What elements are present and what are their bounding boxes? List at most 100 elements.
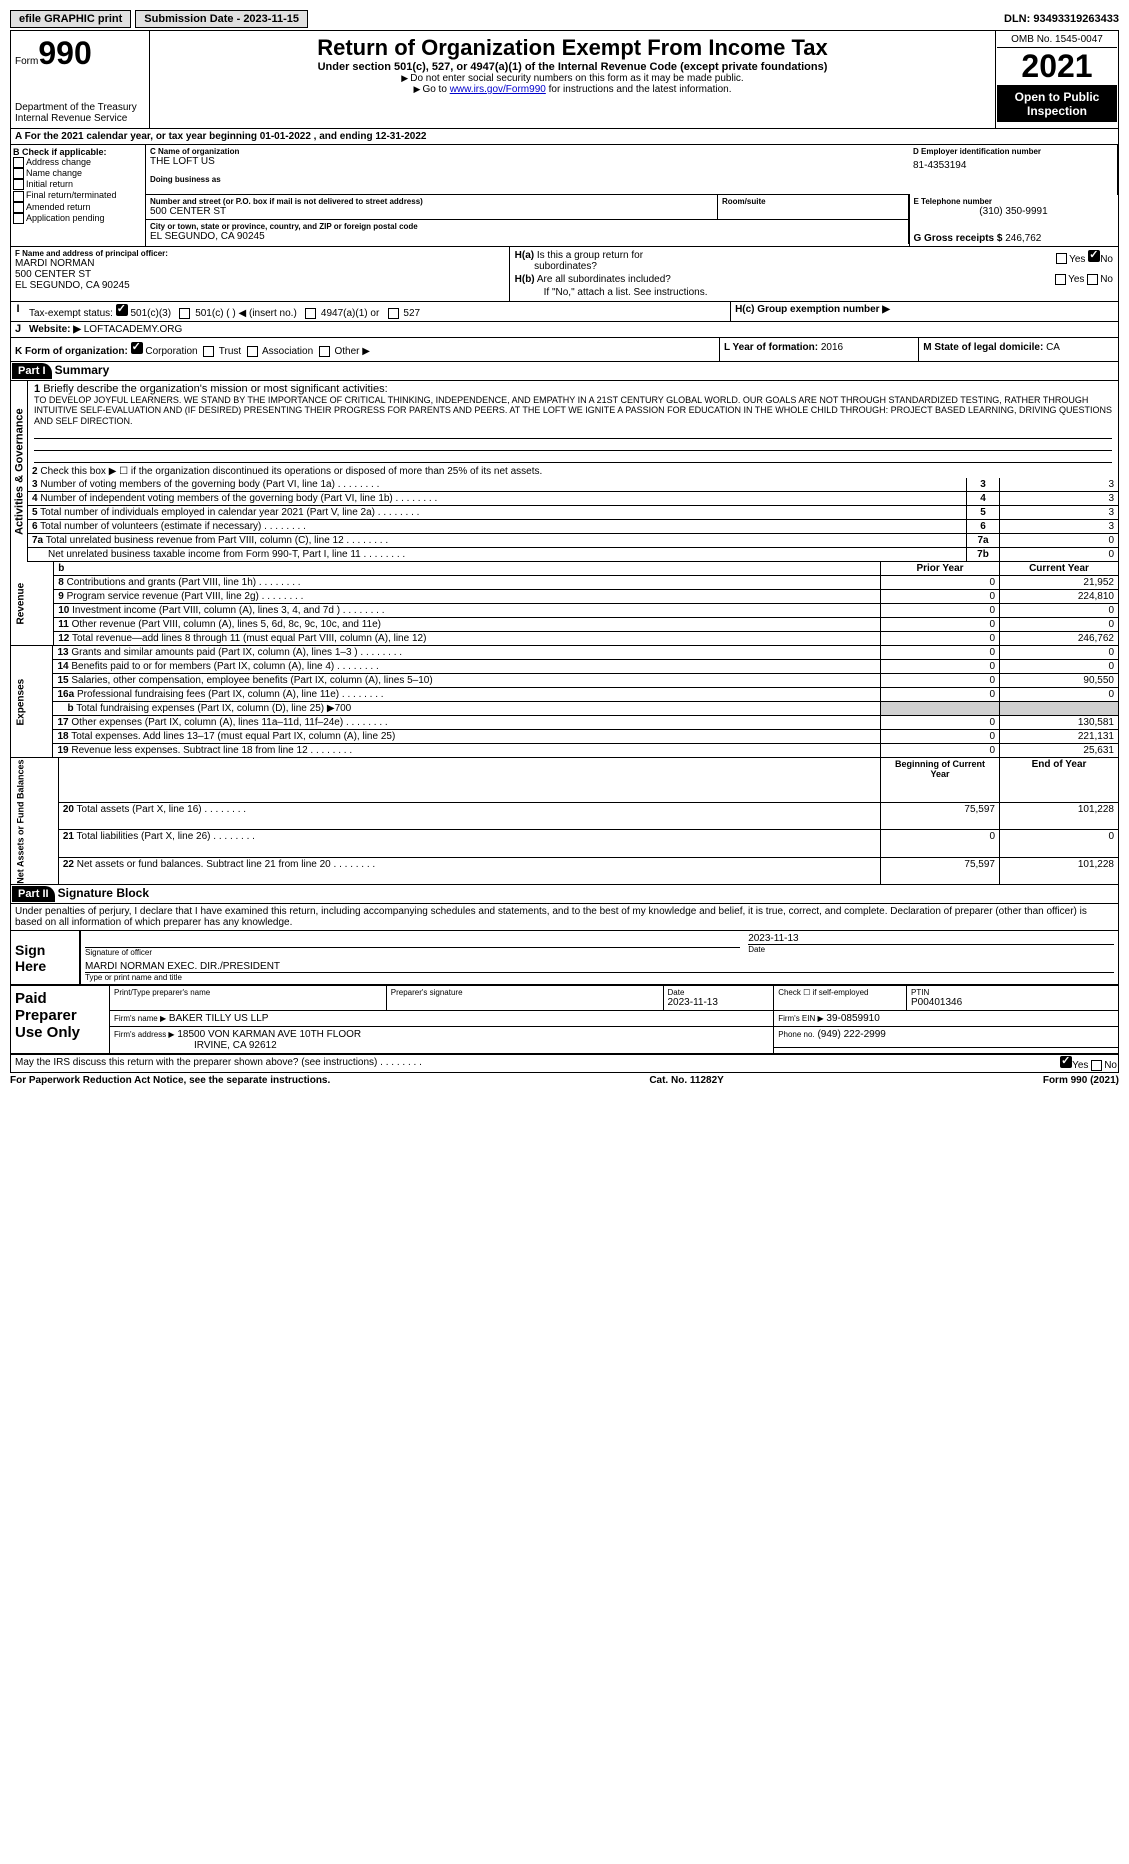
line-16a: 16a Professional fundraising fees (Part … bbox=[11, 688, 1118, 702]
discuss-yes-no[interactable]: Yes No bbox=[1006, 1054, 1118, 1072]
street-label: Number and street (or P.O. box if mail i… bbox=[150, 197, 713, 206]
form-number: 990 bbox=[38, 35, 91, 71]
state-domicile: M State of legal domicile: CA bbox=[919, 338, 1118, 362]
officer-name: MARDI NORMAN bbox=[15, 258, 505, 269]
ha-no-checked bbox=[1088, 250, 1100, 262]
section-ag-label: Activities & Governance bbox=[11, 381, 28, 562]
header-right: OMB No. 1545-0047 2021 Open to Public In… bbox=[996, 31, 1119, 129]
chk-501c3 bbox=[116, 304, 128, 316]
chk-name-change[interactable]: Name change bbox=[13, 168, 143, 179]
chk-initial-return[interactable]: Initial return bbox=[13, 179, 143, 190]
phone-value: (310) 350-9991 bbox=[914, 206, 1114, 217]
chk-other[interactable] bbox=[319, 346, 330, 357]
chk-501c[interactable] bbox=[179, 308, 190, 319]
header-center: Return of Organization Exempt From Incom… bbox=[150, 31, 996, 129]
line-16b: b Total fundraising expenses (Part IX, c… bbox=[11, 702, 1118, 716]
type-name-label: Type or print name and title bbox=[85, 973, 1114, 982]
header-left: Form990 Department of the Treasury Inter… bbox=[11, 31, 150, 129]
expenses-table: Expenses 13 Grants and similar amounts p… bbox=[11, 646, 1118, 758]
ha-yes[interactable]: Yes No bbox=[874, 249, 1114, 273]
line-6: 6 Total number of volunteers (estimate i… bbox=[11, 520, 1118, 534]
instruction-1: Do not enter social security numbers on … bbox=[154, 73, 991, 84]
part2-header: Part II Signature Block bbox=[11, 885, 1118, 904]
efile-print-button[interactable]: efile GRAPHIC print bbox=[10, 10, 131, 28]
paid-preparer-block: Paid Preparer Use Only Print/Type prepar… bbox=[11, 984, 1118, 1053]
line-12: 12 Total revenue—add lines 8 through 11 … bbox=[11, 632, 1118, 646]
chk-corp bbox=[131, 342, 143, 354]
sign-here-label: Sign Here bbox=[11, 931, 80, 984]
year-formation: L Year of formation: 2016 bbox=[720, 338, 919, 362]
officer-group-table: F Name and address of principal officer:… bbox=[11, 246, 1118, 301]
org-name: THE LOFT US bbox=[150, 156, 905, 167]
city-value: EL SEGUNDO, CA 90245 bbox=[150, 231, 904, 242]
line-9: 9 Program service revenue (Part VIII, li… bbox=[11, 590, 1118, 604]
chk-4947[interactable] bbox=[305, 308, 316, 319]
omb-number: OMB No. 1545-0047 bbox=[997, 32, 1117, 48]
chk-amended[interactable]: Amended return bbox=[13, 202, 143, 213]
line-19: 19 Revenue less expenses. Subtract line … bbox=[11, 744, 1118, 758]
netassets-table: Net Assets or Fund Balances Beginning of… bbox=[11, 758, 1118, 885]
current-year-header: Current Year bbox=[1000, 562, 1119, 576]
chk-pending[interactable]: Application pending bbox=[13, 213, 143, 224]
chk-trust[interactable] bbox=[203, 346, 214, 357]
q2-text: Check this box ▶ ☐ if the organization d… bbox=[40, 466, 542, 477]
firm-addr1: 18500 VON KARMAN AVE 10TH FLOOR bbox=[177, 1029, 361, 1040]
submission-date: Submission Date - 2023-11-15 bbox=[135, 10, 308, 28]
status-website-table: I Tax-exempt status: 501(c)(3) 501(c) ( … bbox=[11, 301, 1118, 338]
section-b: B Check if applicable: Address change Na… bbox=[11, 145, 146, 246]
prior-year-header: Prior Year bbox=[881, 562, 1000, 576]
open-to-public: Open to Public Inspection bbox=[997, 86, 1117, 122]
city-label: City or town, state or province, country… bbox=[150, 222, 904, 231]
section-na-label: Net Assets or Fund Balances bbox=[11, 758, 58, 885]
section-exp-label: Expenses bbox=[11, 646, 53, 758]
gross-receipts: G Gross receipts $ 246,762 bbox=[914, 233, 1114, 244]
entity-info-table: B Check if applicable: Address change Na… bbox=[11, 145, 1118, 246]
cat-no: Cat. No. 11282Y bbox=[649, 1075, 723, 1086]
room-label: Room/suite bbox=[722, 197, 904, 206]
firm-phone: (949) 222-2999 bbox=[817, 1029, 885, 1040]
eoy-header: End of Year bbox=[1000, 758, 1119, 802]
ein-value: 81-4353194 bbox=[913, 160, 1113, 171]
website-value: LOFTACADEMY.ORG bbox=[84, 324, 183, 335]
line-13: Expenses 13 Grants and similar amounts p… bbox=[11, 646, 1118, 660]
hb-note: If "No," attach a list. See instructions… bbox=[514, 286, 1114, 299]
form-container: Form990 Department of the Treasury Inter… bbox=[10, 30, 1119, 1073]
officer-city: EL SEGUNDO, CA 90245 bbox=[15, 280, 505, 291]
sig-officer-label: Signature of officer bbox=[85, 948, 740, 957]
line-21: 21 Total liabilities (Part X, line 26)00 bbox=[11, 830, 1118, 858]
part1-header: Part I Summary bbox=[11, 362, 1118, 381]
phone-label: E Telephone number bbox=[914, 197, 1114, 206]
discuss-row: May the IRS discuss this return with the… bbox=[11, 1053, 1118, 1072]
sig-date: 2023-11-13 bbox=[748, 933, 1114, 945]
q1-label: Briefly describe the organization's miss… bbox=[43, 383, 387, 395]
mission-text: TO DEVELOP JOYFUL LEARNERS. WE STAND BY … bbox=[34, 395, 1112, 427]
chk-final-return[interactable]: Final return/terminated bbox=[13, 190, 143, 201]
ptin-value: P00401346 bbox=[911, 997, 1114, 1008]
line-4: 4 Number of independent voting members o… bbox=[11, 492, 1118, 506]
line-7b: Net unrelated business taxable income fr… bbox=[11, 548, 1118, 562]
line-11: 11 Other revenue (Part VIII, column (A),… bbox=[11, 618, 1118, 632]
chk-527[interactable] bbox=[388, 308, 399, 319]
line-3: 3 Number of voting members of the govern… bbox=[11, 478, 1118, 492]
self-employed[interactable]: Check ☐ if self-employed bbox=[774, 985, 907, 1011]
dba-label: Doing business as bbox=[150, 175, 905, 184]
form-title: Return of Organization Exempt From Incom… bbox=[154, 35, 991, 61]
form-word: Form bbox=[15, 56, 38, 67]
line-15: 15 Salaries, other compensation, employe… bbox=[11, 674, 1118, 688]
line-14: 14 Benefits paid to or for members (Part… bbox=[11, 660, 1118, 674]
hc-row: H(c) Group exemption number ▶ bbox=[731, 301, 1118, 321]
paperwork-notice: For Paperwork Reduction Act Notice, see … bbox=[10, 1075, 330, 1086]
perjury-statement: Under penalties of perjury, I declare th… bbox=[11, 904, 1118, 931]
tax-year-row: A For the 2021 calendar year, or tax yea… bbox=[11, 129, 1118, 145]
irs-label: Internal Revenue Service bbox=[15, 113, 145, 124]
chk-address-change[interactable]: Address change bbox=[13, 157, 143, 168]
tax-year: 2021 bbox=[997, 48, 1117, 86]
chk-assoc[interactable] bbox=[247, 346, 258, 357]
irs-link[interactable]: www.irs.gov/Form990 bbox=[450, 84, 546, 95]
header-table: Form990 Department of the Treasury Inter… bbox=[11, 31, 1118, 129]
hb-options[interactable]: Yes No bbox=[874, 273, 1114, 286]
instruction-2: Go to www.irs.gov/Form990 for instructio… bbox=[154, 84, 991, 95]
line-22: 22 Net assets or fund balances. Subtract… bbox=[11, 857, 1118, 885]
org-name-label: C Name of organization bbox=[150, 147, 905, 156]
part1-body: Activities & Governance 1 Briefly descri… bbox=[11, 381, 1118, 562]
